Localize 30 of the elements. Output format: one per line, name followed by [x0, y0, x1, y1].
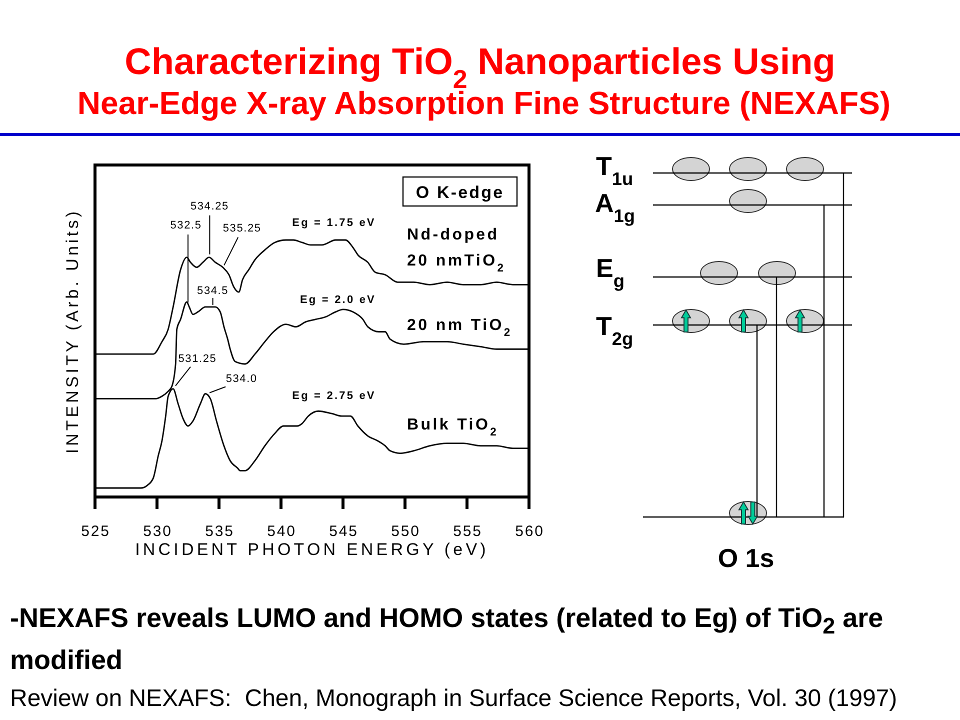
- x-tick-label: 530: [143, 523, 172, 540]
- x-tick-label: 560: [515, 523, 544, 540]
- annotation: 532.5: [170, 219, 202, 232]
- text: O 1s: [718, 543, 774, 573]
- annotation: 535.25: [222, 222, 262, 234]
- x-tick-label: 550: [391, 523, 420, 540]
- text: T$_{2g}$: [596, 311, 634, 349]
- x-tick-label: 525: [81, 523, 110, 540]
- x-tick-label: 535: [205, 523, 234, 540]
- annotation: 534.0: [226, 372, 258, 385]
- series-label: 20 nm TiO$_{2}$: [407, 317, 512, 340]
- x-tick-label: 545: [329, 523, 358, 540]
- text: E$_{g}$: [596, 253, 624, 291]
- text: -NEXAFS reveals LUMO and HOMO states (related to Eg) of TiO$_{2}$ are modified: [10, 603, 884, 676]
- annotation: 531.25: [178, 352, 217, 365]
- annotation: Eg = 2.75 eV: [292, 390, 376, 402]
- series-label: Nd-doped 20 nmTiO$_{2}$: [407, 226, 506, 275]
- text: O K-edge: [416, 183, 504, 202]
- y-axis-title: INTENSITY (Arb. Units): [63, 208, 82, 454]
- annotation: Eg = 2.0 eV: [300, 294, 376, 306]
- x-tick-label: 540: [267, 523, 296, 540]
- x-axis-title: INCIDENT PHOTON ENERGY (eV): [135, 540, 489, 559]
- annotation: 534.25: [190, 200, 229, 212]
- text: Eg = 1.75 eV: [292, 217, 376, 229]
- text: Review on NEXAFS: Chen, Monograph in Surface Science Reports, Vol. 30 (1997): [10, 684, 898, 714]
- annotation: 534.5: [197, 284, 229, 297]
- text: T$_{1u}$: [596, 151, 634, 189]
- text: A$_{1g}$: [595, 188, 636, 226]
- x-tick-label: 555: [453, 523, 482, 540]
- series-label: Bulk TiO$_{2}$: [407, 416, 499, 438]
